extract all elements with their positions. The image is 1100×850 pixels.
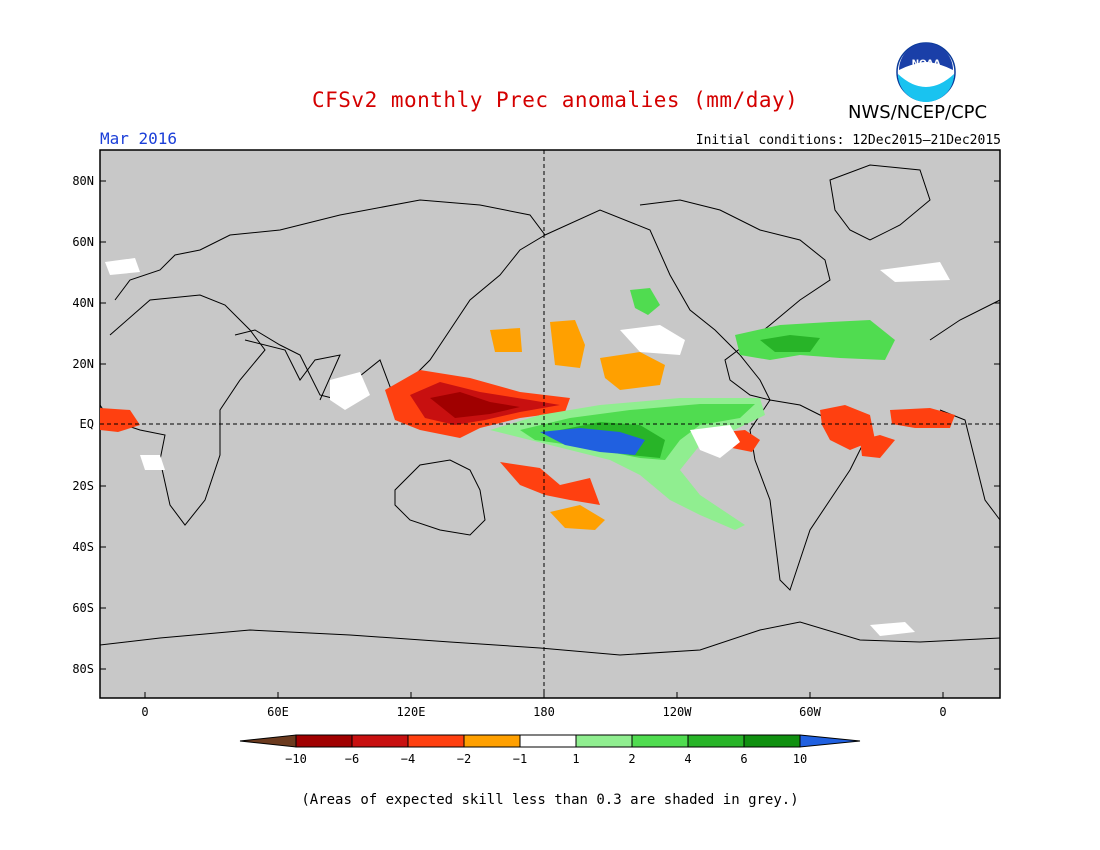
anomaly-neutral-4 bbox=[140, 455, 165, 470]
colorbar bbox=[239, 734, 861, 748]
lon-label: 60W bbox=[799, 705, 821, 719]
anomaly-neutral-2 bbox=[690, 425, 740, 458]
latitude-labels: 80N 60N 40N 20N EQ 20S 40S 60S 80S bbox=[72, 174, 94, 676]
anomaly-dry-subtropics bbox=[500, 462, 600, 505]
anomaly-dry-light-3 bbox=[550, 505, 605, 530]
colorbar-label: 4 bbox=[684, 752, 691, 766]
longitude-labels: 0 60E 120E 180 120W 60W 0 bbox=[141, 705, 946, 719]
anomaly-neutral-5 bbox=[105, 258, 140, 275]
anomaly-dry-atlantic-3 bbox=[100, 408, 140, 432]
anomaly-neutral-6 bbox=[870, 622, 915, 636]
skill-footnote: (Areas of expected skill less than 0.3 a… bbox=[301, 792, 799, 808]
axis-ticks bbox=[100, 180, 1000, 698]
lat-label: EQ bbox=[80, 417, 94, 431]
map-figure: 80N 60N 40N 20N EQ 20S 40S 60S 80S 0 60E… bbox=[72, 149, 1001, 766]
colorbar-label: −6 bbox=[345, 752, 359, 766]
colorbar-swatch bbox=[687, 734, 745, 748]
colorbar-swatch bbox=[575, 734, 633, 748]
lat-label: 80N bbox=[72, 174, 94, 188]
colorbar-swatch bbox=[519, 734, 577, 748]
colorbar-label: −2 bbox=[457, 752, 471, 766]
lat-label: 40N bbox=[72, 296, 94, 310]
anomaly-wet-extreme bbox=[540, 428, 645, 455]
anomaly-dry-atlantic-2 bbox=[890, 408, 955, 428]
colorbar-swatch bbox=[463, 734, 521, 748]
anomaly-dry-atlantic-5 bbox=[860, 435, 895, 458]
anomaly-dry-atlantic-1 bbox=[820, 405, 875, 450]
colorbar-label: 1 bbox=[572, 752, 579, 766]
colorbar-arrow-low bbox=[239, 734, 297, 748]
colorbar-label: −4 bbox=[401, 752, 415, 766]
anomaly-dry-extreme bbox=[430, 392, 520, 418]
anomaly-neutral-1 bbox=[620, 325, 685, 355]
colorbar-label: 2 bbox=[628, 752, 635, 766]
lon-label: 0 bbox=[939, 705, 946, 719]
colorbar-label: 10 bbox=[793, 752, 807, 766]
anomaly-dry-light-1 bbox=[550, 320, 585, 368]
noaa-logo-text: NOAA bbox=[912, 59, 941, 69]
colorbar-swatch bbox=[631, 734, 689, 748]
lon-label: 120W bbox=[663, 705, 693, 719]
lat-label: 20N bbox=[72, 357, 94, 371]
colorbar-label: −10 bbox=[285, 752, 307, 766]
colorbar-swatch bbox=[743, 734, 801, 748]
lat-label: 80S bbox=[72, 662, 94, 676]
organization-label: NWS/NCEP/CPC bbox=[848, 102, 988, 123]
colorbar-labels: −10 −6 −4 −2 −1 1 2 4 6 10 bbox=[285, 752, 807, 766]
anomaly-patches bbox=[100, 258, 955, 636]
anomaly-dry-light-2 bbox=[600, 352, 665, 390]
colorbar-swatch bbox=[295, 734, 353, 748]
lat-label: 20S bbox=[72, 479, 94, 493]
anomaly-wet-pacific-north bbox=[630, 288, 660, 315]
forecast-period: Mar 2016 bbox=[100, 129, 178, 148]
colorbar-label: 6 bbox=[740, 752, 747, 766]
lon-label: 60E bbox=[267, 705, 289, 719]
lon-label: 0 bbox=[141, 705, 148, 719]
colorbar-arrow-high bbox=[799, 734, 861, 748]
colorbar-label: −1 bbox=[513, 752, 527, 766]
lon-label: 120E bbox=[397, 705, 426, 719]
chart-title: CFSv2 monthly Prec anomalies (mm/day) bbox=[312, 88, 799, 112]
colorbar-swatch bbox=[407, 734, 465, 748]
anomaly-neutral-7 bbox=[880, 262, 950, 282]
anomaly-wet-atlantic-core bbox=[760, 335, 820, 352]
lon-label: 180 bbox=[533, 705, 555, 719]
lat-label: 40S bbox=[72, 540, 94, 554]
anomaly-dry-light-4 bbox=[490, 328, 522, 352]
lat-label: 60N bbox=[72, 235, 94, 249]
noaa-logo: NOAA bbox=[896, 42, 956, 102]
initial-conditions: Initial conditions: 12Dec2015–21Dec2015 bbox=[695, 133, 1001, 148]
colorbar-swatch bbox=[351, 734, 409, 748]
anomaly-neutral-3 bbox=[330, 372, 370, 410]
lat-label: 60S bbox=[72, 601, 94, 615]
